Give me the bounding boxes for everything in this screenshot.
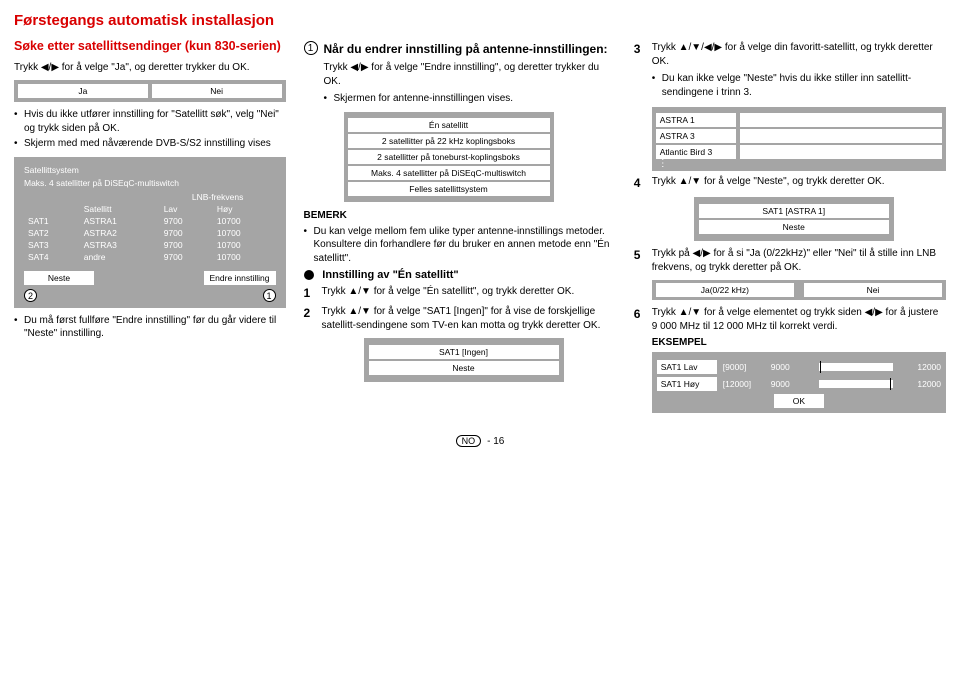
step-4: 4 Trykk ▲/▼ for å velge "Neste", og tryk… (634, 175, 946, 191)
table-caption-1: Satellittsystem (24, 165, 276, 175)
step6-text: Trykk ▲/▼ for å velge elementet og trykk… (652, 306, 946, 333)
bemerk-label: BEMERK (304, 210, 616, 221)
neste-button[interactable]: Neste (24, 271, 94, 285)
columns: Søke etter satellittsendinger (kun 830-s… (14, 37, 946, 417)
sat1-astra1-line[interactable]: SAT1 [ASTRA 1] (699, 204, 889, 218)
circle-2-icon: 2 (24, 289, 37, 302)
list-item[interactable]: Maks. 4 satellitter på DiSEqC-multiswitc… (348, 166, 550, 180)
satellite-select-table: ASTRA 1 ASTRA 3 Atlantic Bird 3 ⋮ (652, 107, 946, 171)
foot-bullet: Du må først fullføre "Endre innstilling"… (14, 314, 286, 341)
sub-step-1: Trykk ▲/▼ for å velge "Én satellitt", og… (322, 285, 616, 301)
section-title-1: Søke etter satellittsendinger (kun 830-s… (14, 39, 286, 55)
bullet-dot-icon (304, 270, 314, 280)
ja-nei-box: Ja Nei (14, 80, 286, 102)
col-2: 1 Når du endrer innstilling på antenne-i… (304, 37, 616, 417)
sub-step-2: Trykk ▲/▼ for å velge "SAT1 [Ingen]" for… (322, 305, 616, 332)
step-3: 3 Trykk ▲/▼/◀/▶ for å velge din favoritt… (634, 41, 946, 103)
freq-tag-lav: SAT1 Lav (657, 360, 717, 374)
nei-cell[interactable]: Nei (152, 84, 282, 98)
page-footer: NO - 16 (14, 435, 946, 447)
step-2b: 2 Trykk ▲/▼ for å velge "SAT1 [Ingen]" f… (304, 305, 616, 332)
freq-tag-hoy: SAT1 Høy (657, 377, 717, 391)
list-item[interactable]: 2 satellitter på toneburst-koplingsboks (348, 150, 550, 164)
region-badge: NO (456, 435, 482, 447)
step4-text: Trykk ▲/▼ for å velge "Neste", og trykk … (652, 175, 946, 191)
sub-heading-row: Innstilling av "Én satellitt" (304, 269, 616, 281)
sat1-astra1-box: SAT1 [ASTRA 1] Neste (694, 197, 894, 241)
table-row[interactable]: ASTRA 3 (656, 129, 942, 143)
freq-row-hoy[interactable]: SAT1 Høy [12000] 9000 12000 (657, 377, 941, 391)
circle-1-icon: 1 (263, 289, 276, 302)
table-row: SAT4 andre 9700 10700 (24, 251, 276, 263)
neste-line-2[interactable]: Neste (699, 220, 889, 234)
bullet-1: Hvis du ikke utfører innstilling for "Sa… (14, 108, 286, 135)
step3-text: Trykk ▲/▼/◀/▶ for å velge din favoritt-s… (652, 42, 933, 67)
step-5: 5 Trykk på ◀/▶ for å si "Ja (0/22kHz)" e… (634, 247, 946, 274)
sat1-ingen-line[interactable]: SAT1 [Ingen] (369, 345, 559, 359)
nei-button-2[interactable]: Nei (804, 283, 942, 297)
bullet-2: Skjerm med med nåværende DVB-S/S2 innsti… (14, 137, 286, 151)
sat-system-table: Satellittsystem Maks. 4 satellitter på D… (14, 157, 286, 308)
eksempel-label: EKSEMPEL (652, 337, 946, 348)
freq-min-hoy: 9000 (771, 379, 813, 389)
list-item[interactable]: Felles satellittsystem (348, 182, 550, 196)
intro-text: Trykk ◀/▶ for å velge "Ja", og deretter … (14, 61, 286, 75)
frequency-box: SAT1 Lav [9000] 9000 12000 SAT1 Høy [120… (652, 352, 946, 413)
step1-body2: Skjermen for antenne-innstillingen vises… (324, 92, 616, 106)
ja-cell[interactable]: Ja (18, 84, 148, 98)
bemerk-text: Du kan velge mellom fem ulike typer ante… (304, 225, 616, 266)
circle-1-step-icon: 1 (304, 41, 318, 55)
freq-bracket-hoy: [12000] (723, 379, 765, 389)
step3-bullet: Du kan ikke velge "Neste" hvis du ikke s… (652, 72, 946, 99)
step-6: 6 Trykk ▲/▼ for å velge elementet og try… (634, 306, 946, 333)
sub-heading: Innstilling av "Én satellitt" (322, 269, 458, 281)
freq-max-hoy: 12000 (899, 379, 941, 389)
ja-022-button[interactable]: Ja(0/22 kHz) (656, 283, 794, 297)
freq-bracket-lav: [9000] (723, 362, 765, 372)
lnb-head: LNB-frekvens (160, 191, 276, 203)
hdr-satellitt: Satellitt (80, 203, 160, 215)
step1-body1: Trykk ◀/▶ for å velge "Endre innstilling… (304, 61, 616, 88)
step-1b: 1 Trykk ▲/▼ for å velge "Én satellitt", … (304, 285, 616, 301)
table-row: SAT2 ASTRA2 9700 10700 (24, 227, 276, 239)
step-1: 1 Når du endrer innstilling på antenne-i… (304, 41, 616, 57)
table-row: SAT3 ASTRA3 9700 10700 (24, 239, 276, 251)
table-row[interactable]: ASTRA 1 (656, 113, 942, 127)
hdr-lav: Lav (160, 203, 213, 215)
sat1-ingen-box: SAT1 [Ingen] Neste (364, 338, 564, 382)
table-row: SAT1 ASTRA1 9700 10700 (24, 215, 276, 227)
step1-title: Når du endrer innstilling på antenne-inn… (324, 41, 616, 57)
page-number: - 16 (487, 436, 504, 447)
freq-max-lav: 12000 (899, 362, 941, 372)
table-row[interactable]: Atlantic Bird 3 (656, 145, 942, 159)
list-item[interactable]: Én satellitt (348, 118, 550, 132)
step5-text: Trykk på ◀/▶ for å si "Ja (0/22kHz)" ell… (652, 247, 946, 274)
list-item[interactable]: 2 satellitter på 22 kHz koplingsboks (348, 134, 550, 148)
endre-button[interactable]: Endre innstilling (204, 271, 276, 285)
freq-min-lav: 9000 (771, 362, 813, 372)
hdr-hoy: Høy (213, 203, 276, 215)
col-1: Søke etter satellittsendinger (kun 830-s… (14, 37, 286, 417)
col-3: 3 Trykk ▲/▼/◀/▶ for å velge din favoritt… (634, 37, 946, 417)
neste-line[interactable]: Neste (369, 361, 559, 375)
ok-button[interactable]: OK (774, 394, 824, 408)
ja-nei-box-2: Ja(0/22 kHz) Nei (652, 280, 946, 300)
freq-row-lav[interactable]: SAT1 Lav [9000] 9000 12000 (657, 360, 941, 374)
antenna-mode-list: Én satellitt 2 satellitter på 22 kHz kop… (344, 112, 554, 202)
table-caption-2: Maks. 4 satellitter på DiSEqC-multiswitc… (24, 178, 276, 188)
page-title: Førstegangs automatisk installasjon (14, 12, 946, 29)
